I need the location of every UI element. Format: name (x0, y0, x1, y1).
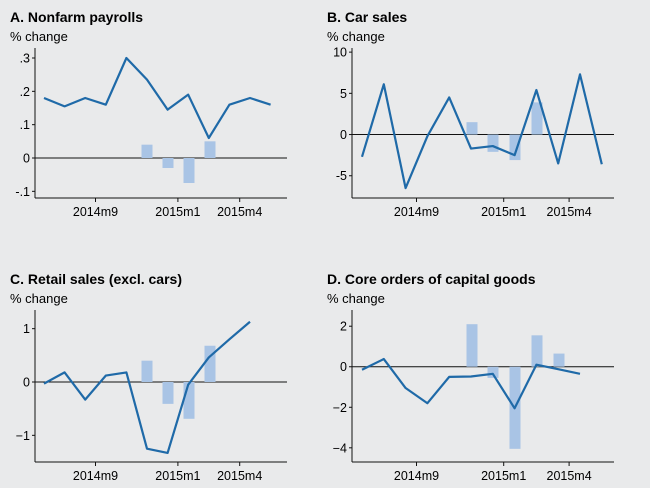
x-tick-label: 2014m9 (73, 469, 118, 483)
series-line (43, 320, 251, 455)
panel-title: B. Car sales (327, 9, 407, 25)
series-line (361, 357, 581, 410)
x-tick-label: 2014m9 (394, 469, 439, 483)
y-tick-label: 10 (333, 46, 347, 60)
y-tick-label: −1 (16, 429, 30, 443)
x-tick-label: 2015m4 (217, 205, 262, 219)
y-tick-label: 1 (23, 322, 30, 336)
bar (466, 324, 478, 367)
bar (487, 366, 499, 378)
y-tick-label: 0 (23, 376, 30, 390)
bar (531, 335, 543, 367)
bar (487, 134, 499, 152)
y-tick-label: .1 (20, 118, 30, 132)
panel-title: D. Core orders of capital goods (327, 271, 536, 287)
panel-C: C. Retail sales (excl. cars) % change 1 0 −1… (10, 271, 287, 483)
bar (466, 122, 478, 135)
y-tick-label: 0 (340, 360, 347, 374)
y-axis-label: % change (327, 291, 385, 306)
panel-title: C. Retail sales (excl. cars) (10, 271, 182, 287)
x-tick-label: 2015m1 (481, 205, 526, 219)
x-tick-label: 2015m1 (481, 469, 526, 483)
bar (204, 345, 216, 382)
y-tick-label: -.1 (15, 185, 30, 199)
y-tick-label: −2 (333, 401, 347, 415)
panel-A: A. Nonfarm payrolls % change .3 .2 .1 0 -.1 201… (10, 9, 287, 219)
y-tick-label: 2 (340, 320, 347, 334)
panel-D: D. Core orders of capital goods % change 2… (327, 271, 614, 483)
bar (162, 158, 174, 168)
bar (183, 382, 195, 419)
y-tick-label: 0 (340, 128, 347, 142)
x-tick-label: 2014m9 (394, 205, 439, 219)
x-tick-label: 2015m1 (155, 205, 200, 219)
bar (553, 353, 565, 367)
x-tick-label: 2014m9 (73, 205, 118, 219)
y-axis-label: % change (327, 29, 385, 44)
y-axis-label: % change (10, 291, 68, 306)
panel-title: A. Nonfarm payrolls (10, 9, 143, 25)
y-tick-label: 0 (23, 152, 30, 166)
series-line (360, 73, 603, 190)
bar (162, 382, 174, 404)
bar (509, 134, 521, 161)
bar (141, 144, 153, 158)
y-axis-label: % change (10, 29, 68, 44)
x-tick-label: 2015m4 (547, 469, 592, 483)
bar (183, 158, 195, 183)
y-tick-label: -5 (336, 169, 347, 183)
bar (204, 141, 216, 158)
bar (141, 360, 153, 382)
bar (531, 102, 543, 135)
x-tick-label: 2015m4 (547, 205, 592, 219)
y-tick-label: 5 (340, 87, 347, 101)
y-tick-label: .2 (20, 85, 30, 99)
series-line (43, 56, 271, 140)
x-tick-label: 2015m1 (155, 469, 200, 483)
y-tick-label: −4 (333, 441, 347, 455)
x-tick-label: 2015m4 (217, 469, 262, 483)
y-tick-label: .3 (20, 52, 30, 66)
panel-B: B. Car sales % change 10 5 0 -5 2014m9 2015m1 20… (327, 9, 614, 219)
